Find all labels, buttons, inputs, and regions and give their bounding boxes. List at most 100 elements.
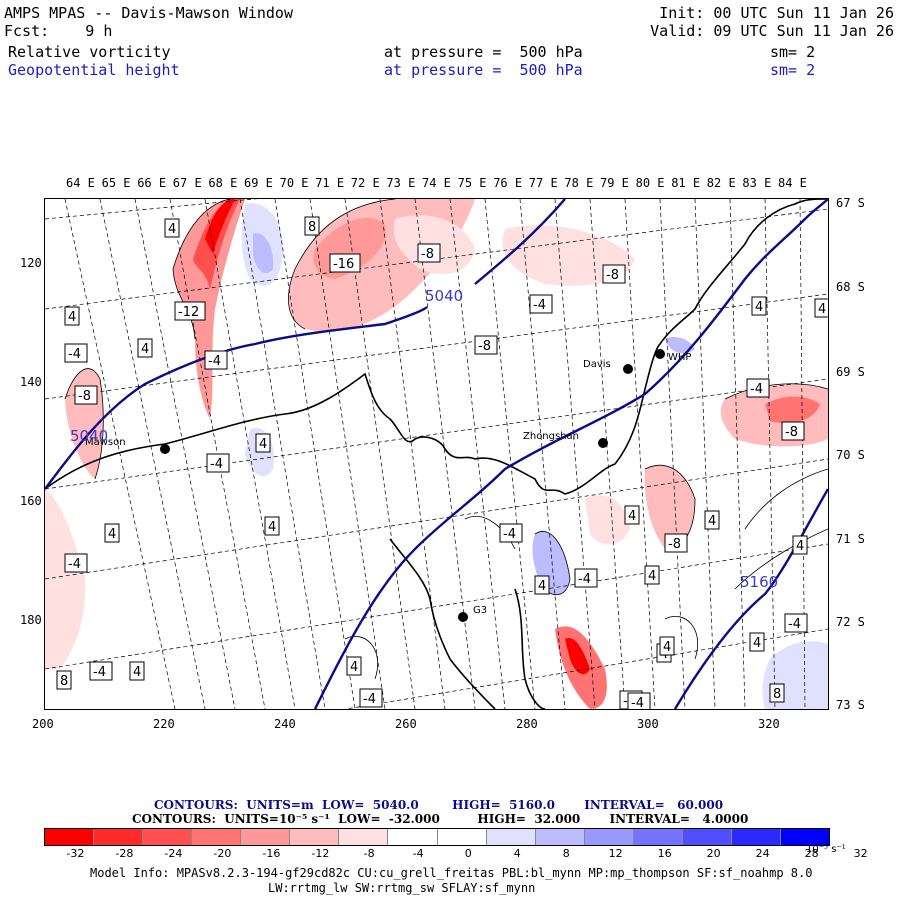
longitude-label: 69 E <box>244 176 273 190</box>
vorticity-label-box <box>746 378 770 398</box>
vorticity-label-box <box>89 661 113 681</box>
height-contours <box>45 199 828 709</box>
field2-name: Geopotential height <box>8 61 180 79</box>
colorbar-tick: -16 <box>262 847 281 860</box>
colorbar-tick: 16 <box>657 847 672 860</box>
forecast-hour: Fcst: 9 h <box>4 22 113 40</box>
x-grid-label: 240 <box>274 717 296 731</box>
field2-smoothing: sm= 2 <box>770 61 816 79</box>
vorticity-label: 4 <box>133 665 141 680</box>
vorticity-label: -8 <box>785 425 798 440</box>
height-label: 5040 <box>425 287 463 305</box>
x-grid-label: 300 <box>637 717 659 731</box>
colorbar-swatch <box>339 829 389 845</box>
vorticity-label-box <box>164 218 180 238</box>
vorticity-label: 4 <box>350 660 358 675</box>
station-markers: Mawson Davis WHP Zhongshan G3 <box>85 349 691 622</box>
y-grid-label: 180 <box>20 613 42 627</box>
colorbar-tick: -24 <box>164 847 183 860</box>
vorticity-label: 8 <box>773 687 781 702</box>
model-info-line1: Model Info: MPASv8.2.3-194-gf29cd82c CU:… <box>90 866 813 880</box>
vorticity-labels: 4 8 -16 -8 -8 4 -12 -4 4 -4 -4 -8 -8 -4 4 4 4 -8 -4 -4 -4 4 -8… <box>56 216 828 709</box>
longitude-label: 72 E <box>350 176 380 190</box>
latitude-label: 70 S <box>836 448 865 462</box>
longitude-label: 70 E <box>279 176 309 190</box>
colorbar-tick: 20 <box>706 847 721 860</box>
longitude-label: 82 E <box>706 176 736 190</box>
vorticity-label: 4 <box>753 636 761 651</box>
longitude-label: 77 E <box>528 176 558 190</box>
vorticity-label-box <box>749 632 765 652</box>
coastline <box>45 199 828 709</box>
vorticity-label: 4 <box>663 640 671 655</box>
vorticity-label-box <box>74 385 98 405</box>
station-dot <box>160 444 170 454</box>
x-grid-label: 260 <box>395 717 417 731</box>
height-label: 5160 <box>740 573 778 591</box>
latitude-label: 68 S <box>836 280 865 294</box>
vorticity-label-box <box>264 516 280 536</box>
vorticity-label-box <box>814 298 828 318</box>
colorbar-tick: 12 <box>608 847 623 860</box>
vorticity-label: -8 <box>668 537 681 552</box>
longitude-label: 75 E <box>457 176 487 190</box>
longitude-label: 68 E <box>208 176 238 190</box>
vorticity-label: 4 <box>259 437 267 452</box>
vorticity-label-box <box>129 661 145 681</box>
vorticity-label: 4 <box>708 514 716 529</box>
vorticity-label-box <box>602 264 626 284</box>
x-grid-label: 280 <box>516 717 538 731</box>
y-grid-label: 120 <box>20 256 42 270</box>
height-contour-info: CONTOURS: UNITS=m LOW= 5040.0 HIGH= 5160… <box>154 798 724 812</box>
colorbar-swatch <box>584 829 634 845</box>
colorbar-tick: -8 <box>363 847 375 860</box>
vorticity-label-box <box>534 575 550 595</box>
longitude-label: 83 E <box>742 176 772 190</box>
init-time: Init: 00 UTC Sun 11 Jan 26 <box>659 4 894 22</box>
x-grid-label: 320 <box>758 717 780 731</box>
vorticity-label-box <box>56 670 72 690</box>
longitude-label: 80 E <box>635 176 665 190</box>
vorticity-label: 4 <box>818 302 826 317</box>
longitude-label: 84 E <box>778 176 807 190</box>
height-label: 5040 <box>70 427 108 445</box>
latitude-label: 72 S <box>836 615 865 629</box>
station-dot <box>623 364 633 374</box>
map-svg: Mawson Davis WHP Zhongshan G3 4 8 -16 -8 -8 4 -12 -… <box>45 199 828 709</box>
latitude-label: 71 S <box>836 532 865 546</box>
vorticity-label-box <box>704 510 720 530</box>
colorbar-tick: 4 <box>513 847 521 860</box>
colorbar <box>44 828 830 846</box>
latitude-label: 69 S <box>836 365 865 379</box>
vorticity-contour-info: CONTOURS: UNITS=10⁻⁵ s⁻¹ LOW= -32.000 HI… <box>132 812 749 826</box>
colorbar-tick: -32 <box>66 847 85 860</box>
vorticity-label-box <box>664 533 688 553</box>
vorticity-label-box <box>627 692 651 709</box>
vorticity-label: 4 <box>68 310 76 325</box>
longitude-label: 78 E <box>564 176 594 190</box>
vorticity-label: -8 <box>478 339 491 354</box>
latitude-label: 73 S <box>836 698 865 712</box>
colorbar-swatch <box>780 829 829 845</box>
vorticity-label: -4 <box>210 457 223 472</box>
vorticity-label: -8 <box>421 247 434 262</box>
vorticity-label-box <box>206 453 230 473</box>
vorticity-contours <box>64 199 828 680</box>
x-grid-label: 220 <box>153 717 175 731</box>
vorticity-label: -4 <box>631 696 644 709</box>
y-grid-label: 140 <box>20 375 42 389</box>
colorbar-swatch <box>486 829 536 845</box>
vorticity-label-box <box>346 656 362 676</box>
colorbar-swatch <box>143 829 193 845</box>
vorticity-label-box <box>574 568 598 588</box>
vorticity-label-box <box>474 335 498 355</box>
vorticity-label-box <box>781 421 805 441</box>
station-label: Davis <box>583 359 611 370</box>
colorbar-tick: -4 <box>412 847 424 860</box>
valid-time: Valid: 09 UTC Sun 11 Jan 26 <box>650 22 894 40</box>
vorticity-label-box <box>499 523 523 543</box>
vorticity-label-box <box>255 433 271 453</box>
latitude-label: 67 S <box>836 196 865 210</box>
colorbar-swatch <box>633 829 683 845</box>
station-label: G3 <box>473 605 487 616</box>
